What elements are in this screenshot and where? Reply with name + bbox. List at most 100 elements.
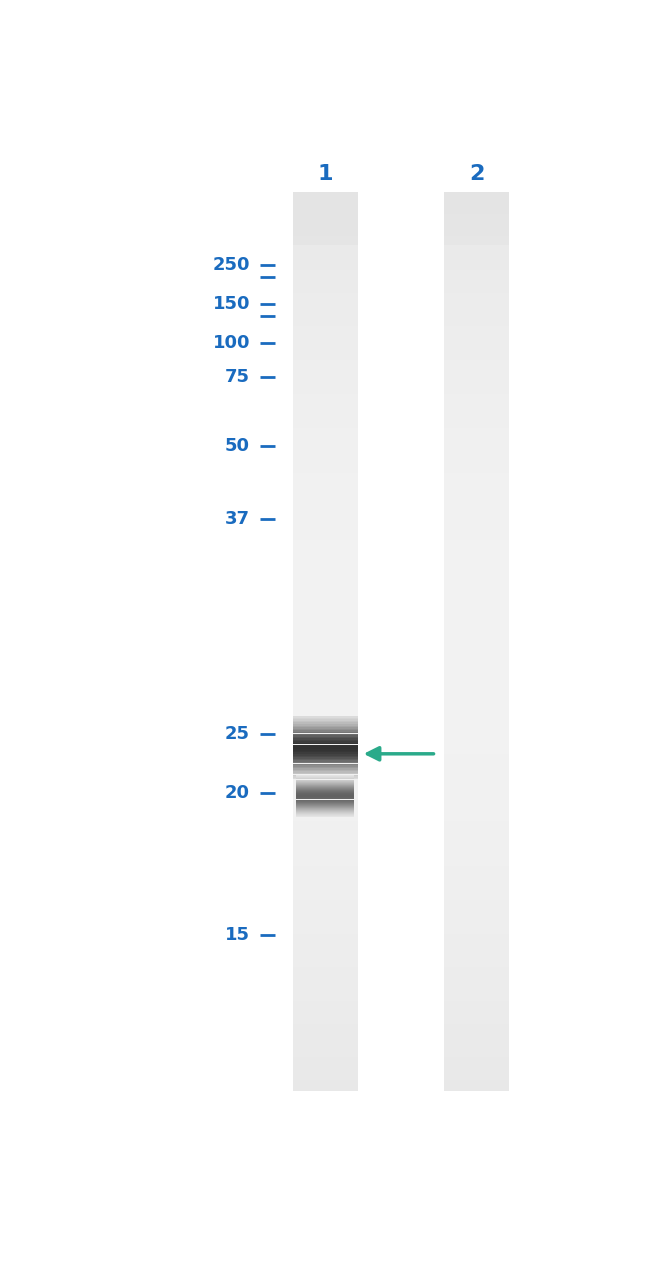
Bar	[292, 1046, 358, 1058]
Bar	[444, 394, 510, 405]
Bar	[292, 585, 358, 597]
Bar	[292, 933, 358, 945]
Bar	[444, 349, 510, 361]
Bar	[292, 315, 358, 326]
Bar	[292, 709, 358, 720]
Bar	[292, 563, 358, 574]
Bar	[444, 472, 510, 484]
Bar	[292, 382, 358, 394]
Bar	[444, 405, 510, 417]
Text: 25: 25	[225, 725, 250, 743]
Bar	[444, 933, 510, 945]
Bar	[444, 439, 510, 450]
Bar	[444, 271, 510, 282]
Bar	[292, 968, 358, 979]
Bar	[292, 743, 358, 744]
Bar	[292, 822, 358, 833]
Bar	[292, 732, 358, 743]
Bar	[292, 304, 358, 315]
Bar	[444, 855, 510, 866]
Bar	[444, 528, 510, 540]
Bar	[292, 855, 358, 866]
Bar	[292, 776, 358, 777]
Text: 250: 250	[213, 255, 250, 274]
Bar	[292, 729, 358, 730]
Bar	[444, 225, 510, 236]
Bar	[292, 767, 358, 768]
Bar	[292, 765, 358, 776]
Bar	[292, 405, 358, 417]
Bar	[292, 749, 358, 751]
Bar	[444, 563, 510, 574]
Bar	[292, 743, 358, 754]
Bar	[292, 747, 358, 748]
Bar	[292, 771, 358, 773]
Bar	[444, 1001, 510, 1012]
Bar	[292, 725, 358, 728]
Bar	[444, 192, 510, 245]
Bar	[444, 922, 510, 933]
Bar	[292, 775, 358, 776]
Bar	[292, 248, 358, 259]
Bar	[292, 735, 358, 737]
Bar	[444, 1080, 510, 1091]
Bar	[292, 765, 358, 767]
Bar	[292, 732, 358, 733]
Bar	[292, 1068, 358, 1080]
Bar	[292, 724, 358, 725]
Bar	[444, 371, 510, 382]
Bar	[444, 607, 510, 618]
Bar	[292, 787, 358, 799]
Bar	[292, 756, 358, 757]
Bar	[292, 843, 358, 855]
Bar	[292, 889, 358, 900]
Bar	[292, 833, 358, 843]
Bar	[292, 417, 358, 428]
Bar	[444, 1012, 510, 1024]
Bar	[292, 777, 358, 780]
Bar	[444, 754, 510, 765]
Bar	[444, 304, 510, 315]
Bar	[292, 757, 358, 758]
Bar	[292, 203, 358, 215]
Text: 20: 20	[225, 784, 250, 801]
Bar	[292, 742, 358, 743]
Bar	[292, 912, 358, 922]
Bar	[444, 292, 510, 304]
Bar	[444, 776, 510, 787]
Bar	[444, 866, 510, 878]
Bar	[444, 1058, 510, 1068]
Bar	[292, 338, 358, 349]
Bar	[292, 236, 358, 248]
Bar	[444, 338, 510, 349]
Bar	[292, 215, 358, 225]
Bar	[292, 728, 358, 729]
Bar	[444, 518, 510, 528]
Bar	[292, 450, 358, 461]
Bar	[444, 630, 510, 641]
Bar	[292, 653, 358, 664]
Bar	[444, 787, 510, 799]
Bar	[444, 641, 510, 653]
Bar	[292, 810, 358, 822]
Bar	[292, 753, 358, 754]
Bar	[292, 271, 358, 282]
Bar	[444, 450, 510, 461]
Bar	[444, 833, 510, 843]
Bar	[292, 979, 358, 991]
Bar	[292, 484, 358, 495]
Bar	[292, 371, 358, 382]
Bar	[444, 282, 510, 292]
Bar	[292, 495, 358, 507]
Text: 37: 37	[225, 511, 250, 528]
Bar	[292, 192, 358, 245]
Bar	[292, 754, 358, 756]
Bar	[444, 900, 510, 912]
Bar	[444, 979, 510, 991]
Bar	[292, 716, 358, 718]
Bar	[444, 878, 510, 889]
Bar	[292, 676, 358, 686]
Bar	[292, 597, 358, 607]
Bar	[292, 461, 358, 472]
Bar	[444, 495, 510, 507]
